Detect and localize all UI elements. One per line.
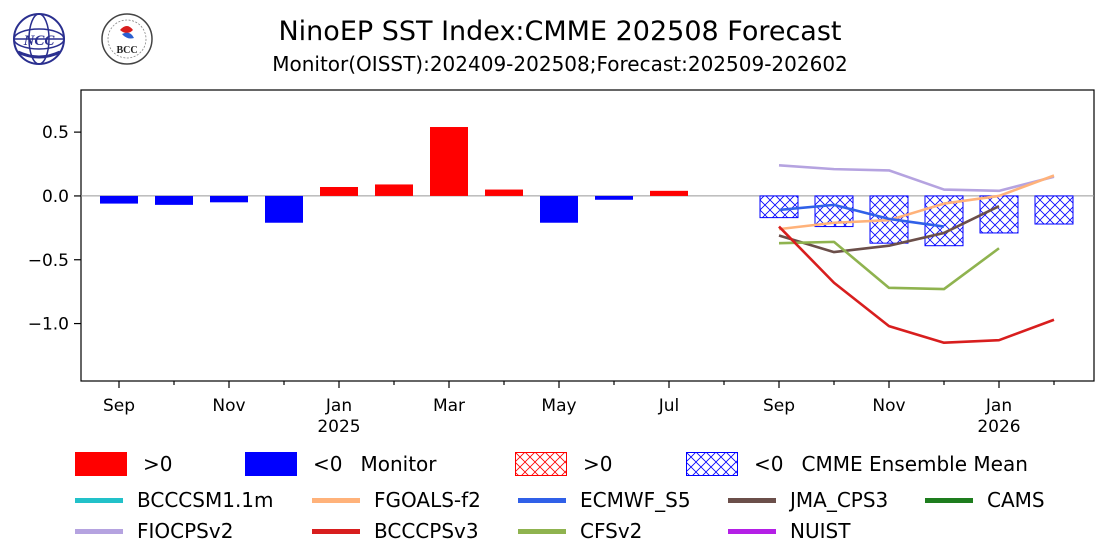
ensemble-bar bbox=[1034, 195, 1074, 225]
monitor-bar bbox=[485, 189, 523, 196]
monitor-bar bbox=[375, 184, 413, 196]
series-line-fgoals-f2 bbox=[778, 174, 1055, 231]
y-tick-label: 0.0 bbox=[42, 187, 69, 207]
bcc-logo: BCC bbox=[101, 13, 153, 65]
x-tick-label: Jan bbox=[985, 396, 1012, 416]
svg-text:BCC: BCC bbox=[116, 45, 137, 56]
chart-title: NinoEP SST Index:CMME 202508 Forecast bbox=[278, 16, 842, 47]
series-line-ecmwf-s5 bbox=[778, 203, 945, 228]
plot-frame bbox=[80, 89, 1095, 382]
x-tick-label: Nov bbox=[872, 396, 905, 416]
chart-subtitle: Monitor(OISST):202409-202508;Forecast:20… bbox=[272, 52, 848, 76]
x-tick-label: 2025 bbox=[317, 417, 360, 437]
series-line-cfsv2 bbox=[778, 240, 1000, 291]
series-line-fiocpsv2 bbox=[778, 164, 1055, 193]
y-tick-label: −0.5 bbox=[28, 251, 69, 271]
ncc-logo: NCC bbox=[13, 13, 65, 65]
x-tick-label: Mar bbox=[433, 396, 465, 416]
x-tick-label: Sep bbox=[763, 396, 795, 416]
monitor-bar bbox=[210, 195, 248, 203]
y-tick-label: −1.0 bbox=[28, 315, 69, 335]
ensemble-bar bbox=[979, 195, 1019, 234]
monitor-bar bbox=[540, 195, 578, 223]
x-tick-label: Nov bbox=[212, 396, 245, 416]
monitor-bar bbox=[595, 195, 633, 200]
x-tick-label: 2026 bbox=[977, 417, 1020, 437]
series-line-bcccpsv3 bbox=[778, 225, 1055, 345]
monitor-bar bbox=[265, 195, 303, 223]
x-tick-label: Jul bbox=[658, 396, 680, 416]
svg-text:NCC: NCC bbox=[23, 33, 56, 49]
y-tick-label: 0.5 bbox=[42, 123, 69, 143]
monitor-bar bbox=[320, 187, 358, 196]
monitor-bar bbox=[430, 127, 468, 196]
series-line-jma-cps3 bbox=[778, 204, 1000, 254]
monitor-bar bbox=[155, 195, 193, 205]
monitor-bar bbox=[650, 190, 688, 196]
monitor-bar bbox=[100, 195, 138, 204]
x-tick-label: May bbox=[541, 396, 576, 416]
ensemble-bar bbox=[759, 195, 799, 219]
x-tick-label: Sep bbox=[103, 396, 135, 416]
x-tick-label: Jan bbox=[325, 396, 352, 416]
